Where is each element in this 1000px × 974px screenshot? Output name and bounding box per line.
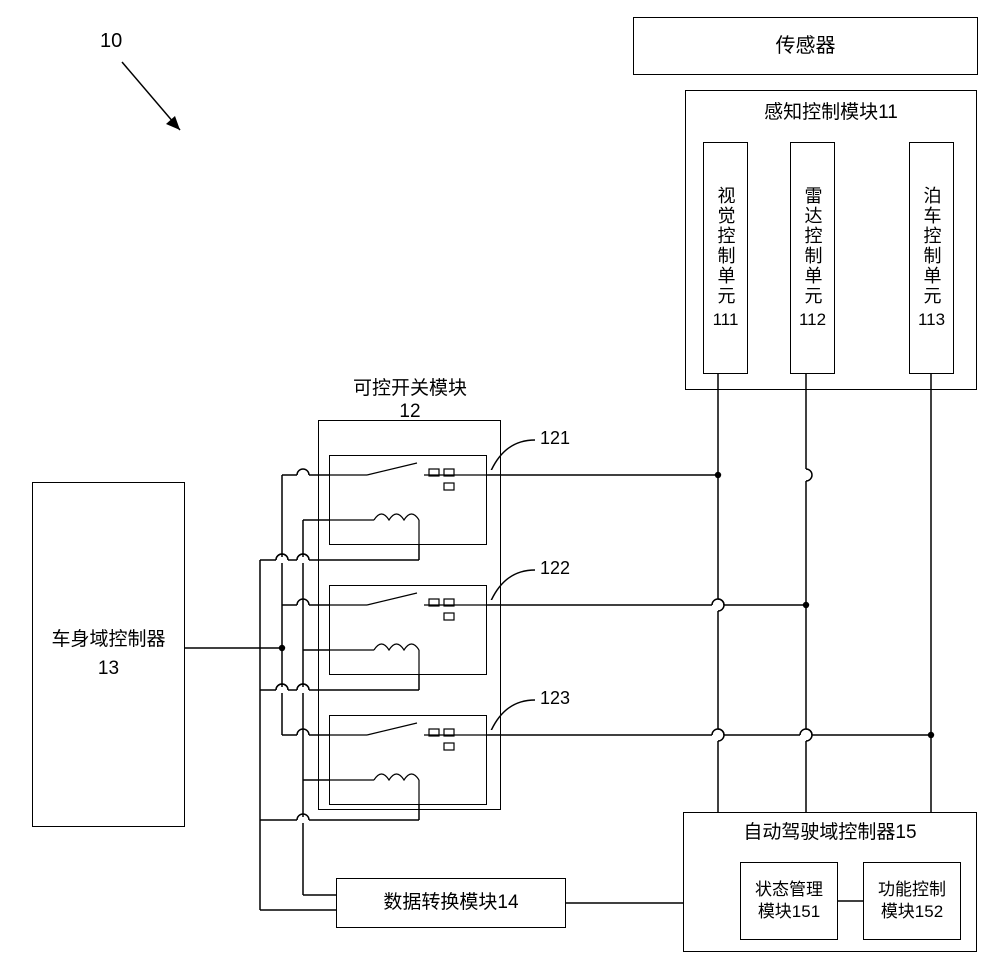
wiring: [0, 0, 1000, 974]
